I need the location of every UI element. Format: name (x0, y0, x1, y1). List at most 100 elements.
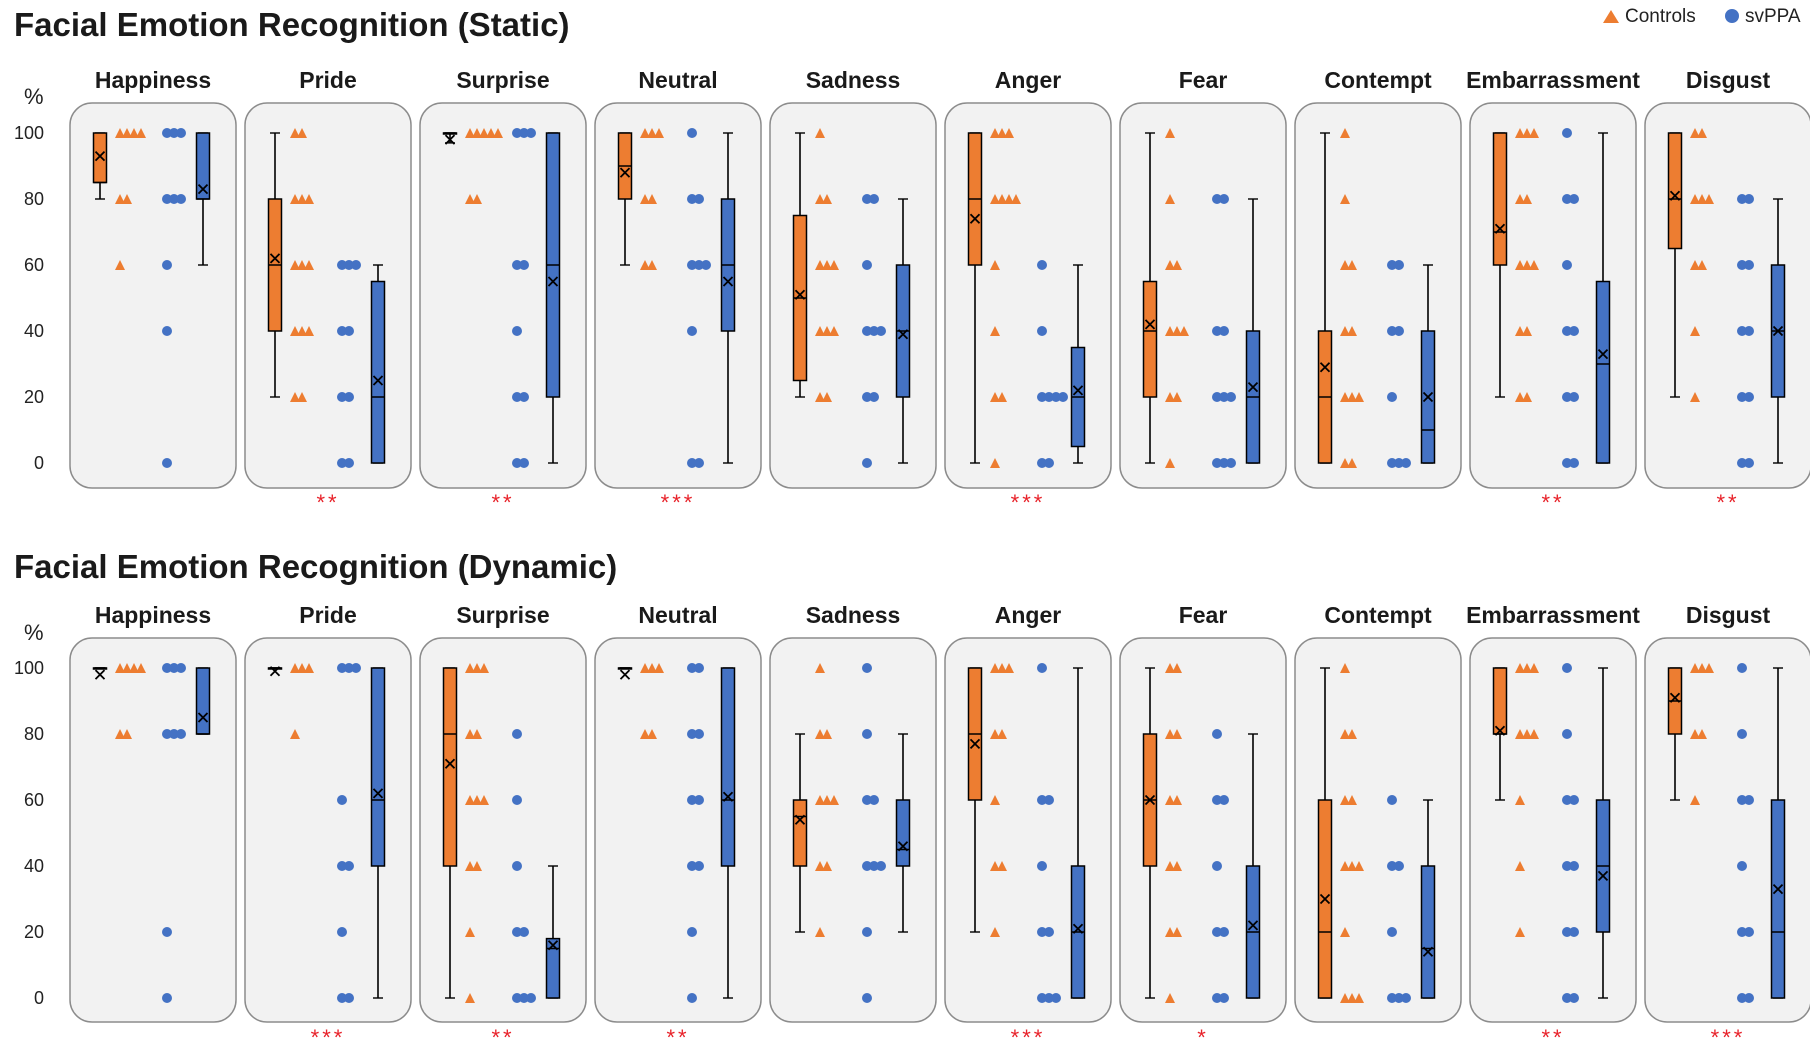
svppa-point (512, 993, 522, 1003)
svppa-point (1044, 993, 1054, 1003)
controls-point (297, 392, 307, 402)
controls-point (997, 392, 1007, 402)
svppa-point (1212, 729, 1222, 739)
controls-point (122, 663, 132, 673)
controls-point (1340, 194, 1350, 204)
controls-point (997, 861, 1007, 871)
svppa-point (862, 927, 872, 937)
svppa-point (1226, 392, 1236, 402)
panel-title: Contempt (1324, 602, 1432, 628)
controls-point (1165, 458, 1175, 468)
svppa-box (370, 280, 386, 464)
controls-mean-marker (444, 758, 456, 769)
svppa-point (869, 326, 879, 336)
svppa-point (1737, 260, 1747, 270)
controls-mean-marker (1669, 692, 1681, 703)
svppa-point (694, 458, 704, 468)
svppa-point (519, 392, 529, 402)
controls-point (990, 458, 1000, 468)
controls-point (990, 663, 1000, 673)
panel-frame (769, 637, 937, 1023)
svppa-point (512, 326, 522, 336)
svppa-point (1562, 128, 1572, 138)
svppa-point (862, 795, 872, 805)
significance-marker: *** (1011, 1025, 1046, 1050)
svppa-point (344, 326, 354, 336)
panel-frame (1644, 637, 1810, 1023)
svppa-point (1394, 260, 1404, 270)
controls-point (465, 861, 475, 871)
svppa-point (512, 128, 522, 138)
svppa-point (1037, 260, 1047, 270)
y-tick-label: 20 (24, 922, 44, 942)
svppa-point (162, 194, 172, 204)
static-panel-neutral: Neutral *** (594, 67, 762, 515)
svppa-point (512, 260, 522, 270)
panel-title: Anger (995, 67, 1062, 93)
svppa-point (862, 663, 872, 673)
controls-point (297, 194, 307, 204)
svppa-point (1562, 927, 1572, 937)
svppa-point (1737, 326, 1747, 336)
controls-point (822, 260, 832, 270)
svppa-point (687, 260, 697, 270)
svppa-mean-marker (197, 712, 209, 723)
controls-point (290, 729, 300, 739)
svppa-point (869, 861, 879, 871)
svppa-point (1037, 326, 1047, 336)
controls-point (822, 729, 832, 739)
controls-point (465, 128, 475, 138)
panel-frame (244, 102, 412, 489)
svppa-box (895, 799, 911, 867)
controls-point (1172, 663, 1182, 673)
controls-point (822, 194, 832, 204)
svppa-point (519, 993, 529, 1003)
controls-point (1347, 795, 1357, 805)
svppa-point (337, 458, 347, 468)
controls-point (122, 128, 132, 138)
controls-mean-marker (269, 253, 281, 264)
svppa-box (195, 667, 211, 735)
panel-frame (594, 102, 762, 489)
controls-point (1529, 260, 1539, 270)
controls-point (1704, 194, 1714, 204)
controls-point (1522, 729, 1532, 739)
y-tick-label: 0 (34, 988, 44, 1008)
controls-point (1515, 392, 1525, 402)
svppa-point (1037, 861, 1047, 871)
controls-point (1165, 927, 1175, 937)
panel-title: Contempt (1324, 67, 1432, 93)
panel-frame (1294, 102, 1462, 489)
svppa-point (519, 260, 529, 270)
dynamic-panel-embarrassment: Embarrassment ** (1466, 602, 1640, 1050)
controls-point (990, 729, 1000, 739)
controls-point (1165, 260, 1175, 270)
svppa-point (344, 663, 354, 673)
svppa-point (1219, 795, 1229, 805)
svppa-point (351, 663, 361, 673)
svppa-point (512, 729, 522, 739)
svppa-point (1212, 392, 1222, 402)
significance-marker: *** (1011, 490, 1046, 515)
controls-point (815, 795, 825, 805)
controls-box (1142, 280, 1158, 398)
svppa-point (1044, 458, 1054, 468)
svppa-point (1562, 194, 1572, 204)
panel-frame (1469, 102, 1637, 489)
controls-point (1172, 861, 1182, 871)
y-tick-label: 0 (34, 453, 44, 473)
legend-svppa-marker (1725, 9, 1739, 23)
svppa-point (1387, 993, 1397, 1003)
y-tick-label: 100 (14, 123, 44, 143)
controls-mean-marker (94, 669, 106, 680)
svppa-point (1044, 795, 1054, 805)
svppa-point (1387, 861, 1397, 871)
controls-mean-marker (269, 666, 281, 677)
controls-point (1522, 260, 1532, 270)
controls-point (1697, 663, 1707, 673)
svppa-point (694, 795, 704, 805)
panel-title: Sadness (806, 602, 901, 628)
svppa-point (519, 458, 529, 468)
panel-frame (419, 102, 587, 489)
legend-svppa-label: svPPA (1745, 6, 1801, 27)
